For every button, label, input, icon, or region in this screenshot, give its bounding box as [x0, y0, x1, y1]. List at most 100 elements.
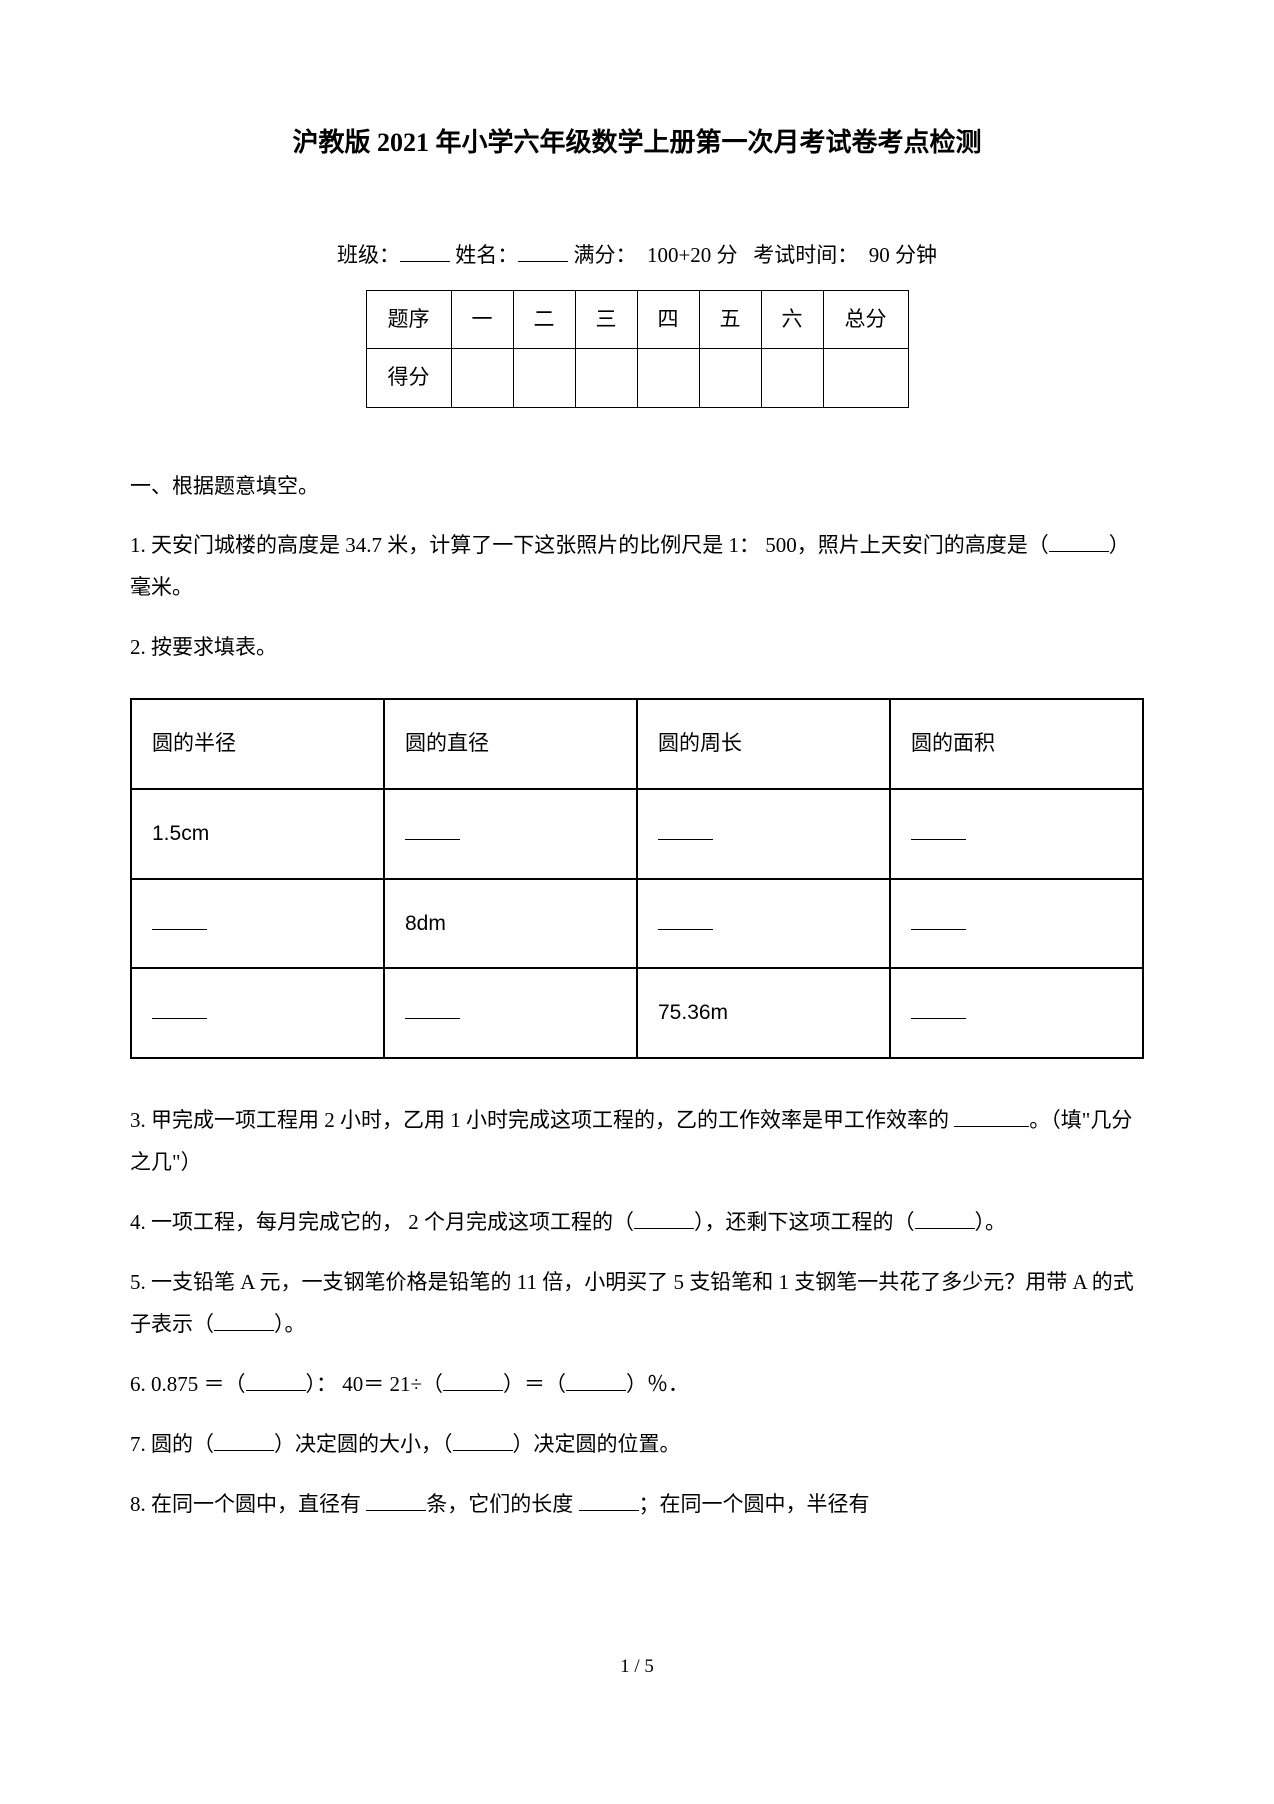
score-col-cell: 五	[699, 290, 761, 349]
question-6: 6. 0.875 ＝（ ）： 40＝ 21÷（ ）＝（ ）％．	[130, 1363, 1144, 1405]
circle-cell: 75.36m	[637, 968, 890, 1058]
circle-header-cell: 圆的半径	[131, 699, 384, 789]
circle-cell	[890, 968, 1143, 1058]
q7-part3: ）决定圆的位置。	[513, 1432, 681, 1456]
cell-value: 75.36m	[658, 1001, 728, 1024]
time-value: 90 分钟	[869, 243, 937, 267]
circle-cell: 1.5cm	[131, 789, 384, 879]
score-cell	[761, 349, 823, 408]
q8-part3: ；在同一个圆中，半径有	[639, 1492, 870, 1516]
q7-part2: ）决定圆的大小，（	[274, 1432, 453, 1456]
circle-cell: 8dm	[384, 879, 637, 969]
cell-value: 8dm	[405, 912, 446, 935]
q3-prefix: 3. 甲完成一项工程用 2 小时，乙用 1 小时完成这项工程的，乙的工作效率是甲…	[130, 1108, 954, 1132]
name-blank	[518, 240, 568, 262]
question-8: 8. 在同一个圆中，直径有 条，它们的长度 ；在同一个圆中，半径有	[130, 1483, 1144, 1525]
circle-header-cell: 圆的周长	[637, 699, 890, 789]
cell-blank	[152, 999, 207, 1019]
cell-blank	[405, 999, 460, 1019]
table-row: 1.5cm	[131, 789, 1143, 879]
answer-blank	[954, 1107, 1029, 1127]
class-label: 班级：	[337, 243, 400, 267]
question-7: 7. 圆的（ ）决定圆的大小，（ ）决定圆的位置。	[130, 1423, 1144, 1465]
score-cell	[637, 349, 699, 408]
cell-blank	[911, 999, 966, 1019]
q5-part2: ）。	[274, 1312, 306, 1336]
q6-part3: ）＝（	[503, 1372, 566, 1396]
exam-info-line: 班级： 姓名： 满分： 100+20 分 考试时间： 90 分钟	[130, 237, 1144, 275]
circle-cell	[890, 789, 1143, 879]
time-label: 考试时间：	[753, 243, 858, 267]
score-table: 题序 一 二 三 四 五 六 总分 得分	[366, 290, 909, 409]
circle-cell	[890, 879, 1143, 969]
question-1: 1. 天安门城楼的高度是 34.7 米，计算了一下这张照片的比例尺是 1： 50…	[130, 524, 1144, 608]
table-row: 圆的半径 圆的直径 圆的周长 圆的面积	[131, 699, 1143, 789]
q4-part2: ），还剩下这项工程的（	[694, 1210, 915, 1234]
question-2: 2. 按要求填表。	[130, 626, 1144, 668]
answer-blank	[915, 1209, 975, 1229]
page-number: 1 / 5	[130, 1650, 1144, 1684]
score-col-cell: 六	[761, 290, 823, 349]
answer-blank	[214, 1431, 274, 1451]
question-3: 3. 甲完成一项工程用 2 小时，乙用 1 小时完成这项工程的，乙的工作效率是甲…	[130, 1099, 1144, 1183]
table-row: 8dm	[131, 879, 1143, 969]
q8-part1: 8. 在同一个圆中，直径有	[130, 1492, 366, 1516]
circle-cell	[131, 879, 384, 969]
table-row: 得分	[366, 349, 908, 408]
q2-text: 2. 按要求填表。	[130, 635, 277, 659]
q7-part1: 7. 圆的（	[130, 1432, 214, 1456]
q1-prefix: 1. 天安门城楼的高度是 34.7 米，计算了一下这张照片的比例尺是 1： 50…	[130, 533, 1049, 557]
cell-blank	[405, 820, 460, 840]
q6-part2: ）： 40＝ 21÷（	[306, 1372, 444, 1396]
score-cell	[575, 349, 637, 408]
score-header-cell: 题序	[366, 290, 451, 349]
answer-blank	[453, 1431, 513, 1451]
cell-blank	[911, 910, 966, 930]
answer-blank	[566, 1371, 626, 1391]
q4-part3: ）。	[975, 1210, 1007, 1234]
table-row: 75.36m	[131, 968, 1143, 1058]
score-cell	[823, 349, 908, 408]
circle-cell	[131, 968, 384, 1058]
answer-blank	[214, 1311, 274, 1331]
answer-blank	[579, 1491, 639, 1511]
circle-cell	[384, 789, 637, 879]
score-cell	[699, 349, 761, 408]
table-row: 题序 一 二 三 四 五 六 总分	[366, 290, 908, 349]
score-col-cell: 二	[513, 290, 575, 349]
score-value: 100+20 分	[647, 243, 738, 267]
section-1-header: 一、根据题意填空。	[130, 468, 1144, 506]
question-5: 5. 一支铅笔 A 元，一支钢笔价格是铅笔的 11 倍，小明买了 5 支铅笔和 …	[130, 1261, 1144, 1345]
score-cell	[451, 349, 513, 408]
name-label: 姓名：	[455, 243, 518, 267]
cell-blank	[911, 820, 966, 840]
cell-value: 1.5cm	[152, 822, 209, 845]
cell-blank	[152, 910, 207, 930]
q6-part4: ）％．	[626, 1372, 689, 1396]
circle-cell	[637, 789, 890, 879]
q8-part2: 条，它们的长度	[426, 1492, 578, 1516]
score-row-label: 得分	[366, 349, 451, 408]
cell-blank	[658, 820, 713, 840]
class-blank	[400, 240, 450, 262]
circle-header-cell: 圆的面积	[890, 699, 1143, 789]
cell-blank	[658, 910, 713, 930]
exam-title: 沪教版 2021 年小学六年级数学上册第一次月考试卷考点检测	[130, 120, 1144, 167]
score-cell	[513, 349, 575, 408]
answer-blank	[443, 1371, 503, 1391]
answer-blank	[366, 1491, 426, 1511]
score-total-cell: 总分	[823, 290, 908, 349]
score-label: 满分：	[573, 243, 636, 267]
circle-cell	[637, 879, 890, 969]
answer-blank	[246, 1371, 306, 1391]
answer-blank	[1049, 532, 1109, 552]
circle-table: 圆的半径 圆的直径 圆的周长 圆的面积 1.5cm 8dm 75.36m	[130, 698, 1144, 1059]
score-col-cell: 四	[637, 290, 699, 349]
answer-blank	[634, 1209, 694, 1229]
question-4: 4. 一项工程，每月完成它的， 2 个月完成这项工程的（ ），还剩下这项工程的（ ）…	[130, 1201, 1144, 1243]
q6-part1: 6. 0.875 ＝（	[130, 1372, 246, 1396]
circle-cell	[384, 968, 637, 1058]
circle-header-cell: 圆的直径	[384, 699, 637, 789]
score-col-cell: 三	[575, 290, 637, 349]
q4-part1: 4. 一项工程，每月完成它的， 2 个月完成这项工程的（	[130, 1210, 634, 1234]
